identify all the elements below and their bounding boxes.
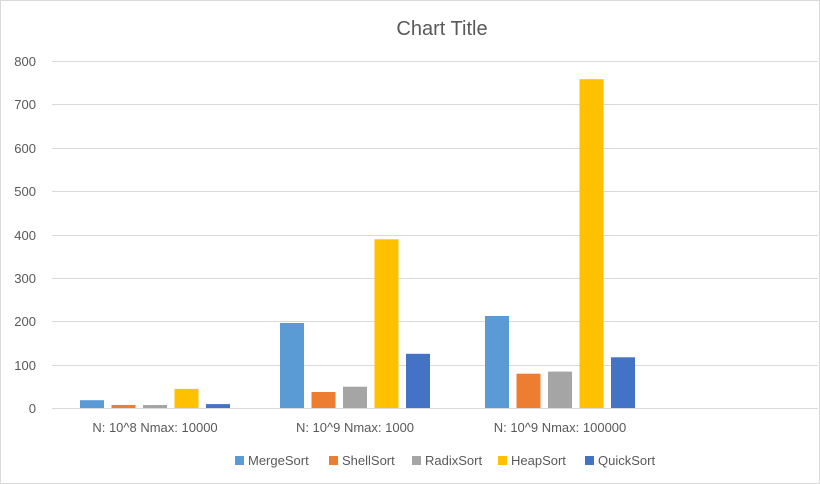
legend-label-heapsort: HeapSort (511, 453, 566, 468)
legend-label-quicksort: QuickSort (598, 453, 655, 468)
bars (80, 79, 635, 408)
bar-shellsort (111, 405, 136, 408)
y-tick-label: 100 (14, 358, 36, 373)
bar-shellsort (516, 373, 541, 408)
y-tick-label: 0 (29, 401, 36, 416)
bar-quicksort (611, 357, 635, 408)
legend: MergeSort ShellSort RadixSort HeapSort Quick… (235, 453, 655, 468)
y-tick-label: 400 (14, 228, 36, 243)
x-tick-label: N: 10^8 Nmax: 10000 (92, 420, 217, 435)
x-axis-ticks: N: 10^8 Nmax: 10000 N: 10^9 Nmax: 1000 N: … (92, 420, 626, 435)
x-tick-label: N: 10^9 Nmax: 100000 (494, 420, 627, 435)
legend-swatch-heapsort (498, 456, 507, 465)
bar-mergesort (80, 400, 104, 408)
gridlines (52, 61, 818, 409)
bar-heapsort (374, 239, 399, 408)
y-tick-label: 200 (14, 314, 36, 329)
legend-label-shellsort: ShellSort (342, 453, 395, 468)
y-tick-label: 800 (14, 54, 36, 69)
bar-heapsort (174, 388, 199, 408)
bar-mergesort (280, 323, 304, 408)
legend-label-mergesort: MergeSort (248, 453, 309, 468)
y-tick-label: 300 (14, 271, 36, 286)
bar-radixsort (343, 386, 367, 408)
legend-swatch-mergesort (235, 456, 244, 465)
bar-quicksort (406, 353, 430, 408)
y-tick-label: 700 (14, 97, 36, 112)
y-tick-label: 500 (14, 184, 36, 199)
legend-swatch-radixsort (412, 456, 421, 465)
bar-mergesort (485, 316, 509, 408)
bar-shellsort (311, 392, 336, 408)
legend-swatch-shellsort (329, 456, 338, 465)
x-tick-label: N: 10^9 Nmax: 1000 (296, 420, 414, 435)
legend-swatch-quicksort (585, 456, 594, 465)
bar-heapsort (579, 79, 604, 408)
legend-label-radixsort: RadixSort (425, 453, 482, 468)
y-axis-ticks: 0 100 200 300 400 500 600 700 800 (14, 54, 36, 416)
y-tick-label: 600 (14, 141, 36, 156)
bar-quicksort (206, 404, 230, 408)
chart-title: Chart Title (396, 18, 487, 40)
bar-radixsort (143, 405, 167, 408)
bar-radixsort (548, 371, 572, 408)
